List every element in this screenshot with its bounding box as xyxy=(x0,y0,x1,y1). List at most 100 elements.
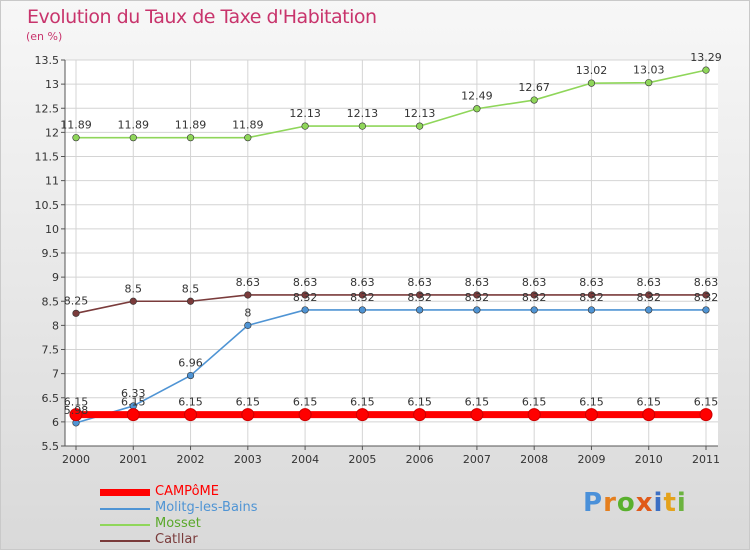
y-tick-label: 6 xyxy=(52,416,59,429)
series-point xyxy=(126,408,140,422)
y-tick-label: 11 xyxy=(45,175,59,188)
x-tick-label: 2004 xyxy=(291,453,319,466)
data-labels: 6.15 6.15 6.15 6.15 6.15 6.15 6.15 6.15 6.15 6.15… xyxy=(60,51,722,417)
y-tick-label: 12 xyxy=(45,126,59,139)
data-label: 8.32 xyxy=(694,291,719,304)
data-label: 11.89 xyxy=(175,119,207,132)
series-point xyxy=(527,408,541,422)
series-point xyxy=(473,291,481,299)
data-label: 8.63 xyxy=(522,276,547,289)
data-label: 6.15 xyxy=(64,396,89,409)
data-label: 8.5 xyxy=(182,282,200,295)
series-line xyxy=(75,309,706,424)
logo-letter: r xyxy=(603,488,617,518)
series-point xyxy=(702,291,710,299)
series-point xyxy=(358,306,366,314)
y-tick-label: 10.5 xyxy=(35,199,60,212)
series-point xyxy=(645,306,653,314)
series-point xyxy=(355,408,369,422)
y-tick-label: 8.5 xyxy=(42,295,60,308)
x-tick-label: 2005 xyxy=(348,453,376,466)
data-label: 8.63 xyxy=(579,276,604,289)
logo-letter: i xyxy=(653,488,664,518)
y-tick-label: 12.5 xyxy=(35,102,60,115)
series-line xyxy=(76,69,707,139)
x-tick-label: 2009 xyxy=(577,453,605,466)
legend-label: CAMPôME xyxy=(155,484,219,499)
series-point xyxy=(186,134,195,142)
series-point xyxy=(358,291,366,299)
data-label: 8.32 xyxy=(350,291,375,304)
series-point xyxy=(241,408,255,422)
data-label: 8.32 xyxy=(579,291,604,304)
series-point xyxy=(587,291,596,299)
series-point xyxy=(244,291,252,299)
series-point xyxy=(301,122,309,130)
series-point xyxy=(416,122,424,130)
series-point xyxy=(473,306,481,314)
data-label: 6.96 xyxy=(178,357,203,370)
series-point xyxy=(72,134,80,142)
x-tick-label: 2002 xyxy=(177,453,205,466)
x-tick-label: 2000 xyxy=(62,453,90,466)
data-label: 8.63 xyxy=(465,276,490,289)
series-point xyxy=(530,96,538,104)
x-tick-label: 2010 xyxy=(635,453,663,466)
legend-swatch xyxy=(100,540,150,542)
series-point xyxy=(301,291,309,299)
data-label: 8.32 xyxy=(293,291,318,304)
data-label: 12.13 xyxy=(347,107,379,120)
logo-letter: P xyxy=(583,488,604,518)
y-tick-label: 13 xyxy=(45,78,59,91)
data-label: 6.15 xyxy=(579,396,604,409)
y-tick-label: 5.5 xyxy=(42,440,60,453)
data-label: 11.89 xyxy=(118,119,150,132)
data-label: 6.15 xyxy=(236,396,261,409)
data-label: 8.32 xyxy=(407,291,432,304)
proxiti-logo: Proxiti xyxy=(583,488,687,518)
unit-label: (en %) xyxy=(26,30,63,43)
axes: 5.5 6 6.5 7 7.5 8 8.5 9 9.5 10 10.5 11 11.5 12 12.5 13 1… xyxy=(35,54,721,466)
data-label: 8.63 xyxy=(636,276,661,289)
logo-letter: t xyxy=(663,488,677,518)
series-point xyxy=(584,408,598,422)
y-tick-label: 7.5 xyxy=(42,344,60,357)
legend-swatch xyxy=(100,489,150,496)
data-label: 12.13 xyxy=(404,107,436,120)
series-point xyxy=(416,306,424,314)
series-point xyxy=(642,408,656,422)
series-point xyxy=(244,321,252,329)
series-point xyxy=(470,408,484,422)
x-tick-label: 2011 xyxy=(692,453,720,466)
x-tick-label: 2001 xyxy=(119,453,147,466)
data-label: 8.32 xyxy=(465,291,490,304)
series-point xyxy=(645,291,653,299)
data-label: 8.32 xyxy=(636,291,661,304)
series-line xyxy=(75,294,706,315)
series-point xyxy=(358,122,366,130)
legend-swatch xyxy=(100,524,150,526)
series-point xyxy=(530,291,538,299)
data-label: 6.15 xyxy=(178,396,203,409)
series-point xyxy=(702,306,710,314)
legend-label: Mosset xyxy=(155,516,201,531)
data-label: 8.63 xyxy=(694,276,719,289)
data-label: 12.49 xyxy=(461,90,493,103)
series-point xyxy=(186,371,195,380)
grid xyxy=(65,59,718,447)
series-point xyxy=(129,297,137,305)
data-label: 8.32 xyxy=(522,291,547,304)
series-point xyxy=(184,408,198,422)
series-point xyxy=(645,79,653,87)
x-tick-label: 2008 xyxy=(520,453,548,466)
data-label: 6.15 xyxy=(293,396,318,409)
series-point xyxy=(301,306,309,314)
x-tick-label: 2006 xyxy=(406,453,434,466)
data-label: 6.33 xyxy=(121,387,146,400)
data-label: 5.98 xyxy=(64,404,89,417)
data-label: 12.13 xyxy=(289,107,321,120)
y-tick-label: 8 xyxy=(52,319,59,332)
data-label: 8.63 xyxy=(350,276,375,289)
series-point xyxy=(530,306,538,314)
